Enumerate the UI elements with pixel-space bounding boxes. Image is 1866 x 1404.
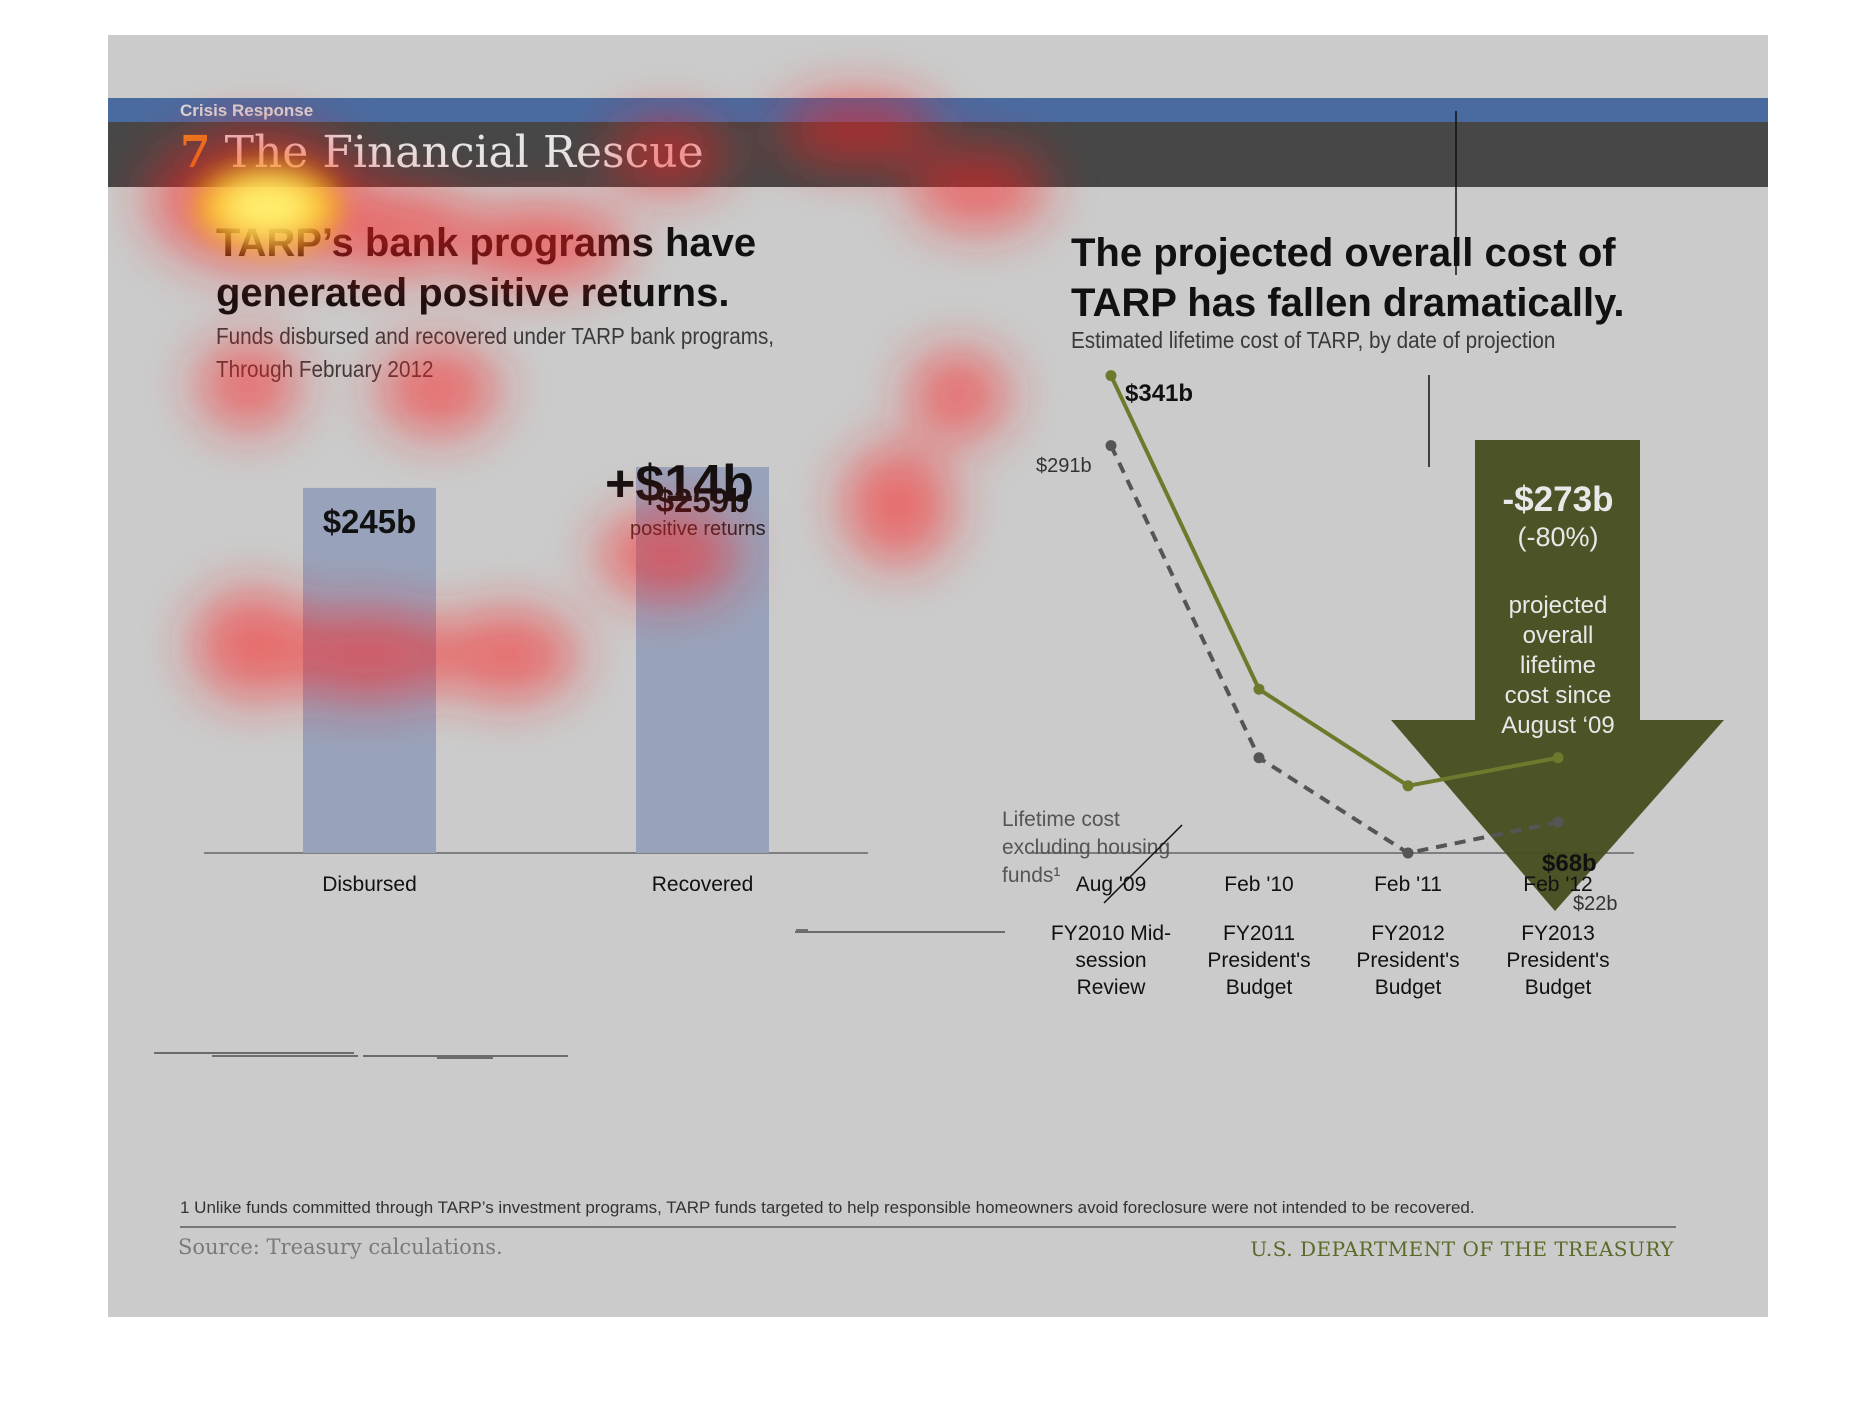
callout-leader [1103, 824, 1183, 904]
arrow-caption-line: August ‘09 [1501, 712, 1614, 739]
data-point [1402, 780, 1414, 792]
callout-text: excluding housing [1002, 836, 1170, 859]
x-subcategory-label: President's [1356, 949, 1459, 972]
arrow-change-value: -$273b [1503, 480, 1614, 519]
data-point-label: $291b [1036, 455, 1092, 477]
bar [303, 487, 436, 853]
bar-category-label: Recovered [652, 873, 754, 896]
data-point [1105, 370, 1117, 382]
x-subcategory-label: FY2010 Mid- [1051, 922, 1171, 945]
bar-category-label: Disbursed [322, 873, 417, 896]
x-subcategory-label: Budget [1525, 976, 1592, 999]
arrow-caption-line: overall [1523, 622, 1594, 649]
bar-data-label: $245b [323, 503, 417, 540]
data-point-label: $22b [1573, 893, 1618, 915]
arrow-caption-line: lifetime [1520, 652, 1596, 679]
x-category-label: Feb '11 [1374, 873, 1442, 896]
x-subcategory-label: President's [1207, 949, 1310, 972]
agency-logo-text: U.S. DEPARTMENT OF THE TREASURY [1250, 1237, 1674, 1261]
x-category-label: Feb '10 [1224, 873, 1293, 896]
section-band [108, 98, 1768, 122]
arrow-caption-line: projected [1509, 592, 1608, 619]
x-subcategory-label: session [1075, 949, 1146, 972]
callout-text: Lifetime cost [1002, 808, 1120, 831]
x-subcategory-label: President's [1506, 949, 1609, 972]
series-line-total [1109, 374, 1559, 788]
data-point [1402, 847, 1414, 859]
series-line-excluding-housing [1109, 444, 1559, 856]
x-subcategory-label: Review [1077, 976, 1147, 999]
x-subcategory-label: FY2011 [1223, 922, 1295, 945]
data-point [1253, 683, 1265, 695]
source-note: Source: Treasury calculations. [178, 1235, 503, 1259]
section-label: Crisis Response [180, 101, 314, 120]
footnote: 1 Unlike funds committed through TARP’s … [180, 1198, 1475, 1217]
data-point [1105, 440, 1117, 452]
x-category-label: Feb '12 [1523, 873, 1592, 896]
arrow-change-pct: (-80%) [1517, 522, 1598, 552]
x-subcategory-label: Budget [1375, 976, 1442, 999]
x-subcategory-label: FY2013 [1521, 922, 1595, 945]
data-point [1253, 752, 1265, 764]
x-subcategory-label: Budget [1226, 976, 1293, 999]
right-headline-line: The projected overall cost of [1071, 231, 1616, 275]
data-point-label: $341b [1125, 380, 1193, 407]
charts-canvas: $245bDisbursed$259bRecovered+$14bpositiv… [154, 111, 1724, 1059]
right-headline-line: TARP has fallen dramatically. [1071, 281, 1625, 325]
delta-label: positive returns [630, 518, 766, 540]
data-point [1552, 752, 1564, 764]
slide: Crisis Response 7 The Financial Rescue TA… [108, 35, 1768, 1317]
delta-value: +$14b [605, 455, 754, 513]
arrow-caption-line: cost since [1505, 682, 1612, 709]
right-subtitle: Estimated lifetime cost of TARP, by date… [1071, 327, 1556, 353]
data-point [1552, 816, 1564, 828]
data-point-label: $68b [1542, 850, 1597, 877]
callout-text: funds¹ [1002, 864, 1060, 887]
x-category-label: Aug '09 [1076, 873, 1147, 896]
down-arrow-shape [1391, 440, 1724, 911]
x-subcategory-label: FY2012 [1371, 922, 1445, 945]
footer-divider [180, 1226, 1676, 1228]
right-headline: The projected overall cost of TARP has f… [1071, 228, 1625, 328]
left-subtitle-line: Funds disbursed and recovered under TARP… [216, 323, 775, 349]
